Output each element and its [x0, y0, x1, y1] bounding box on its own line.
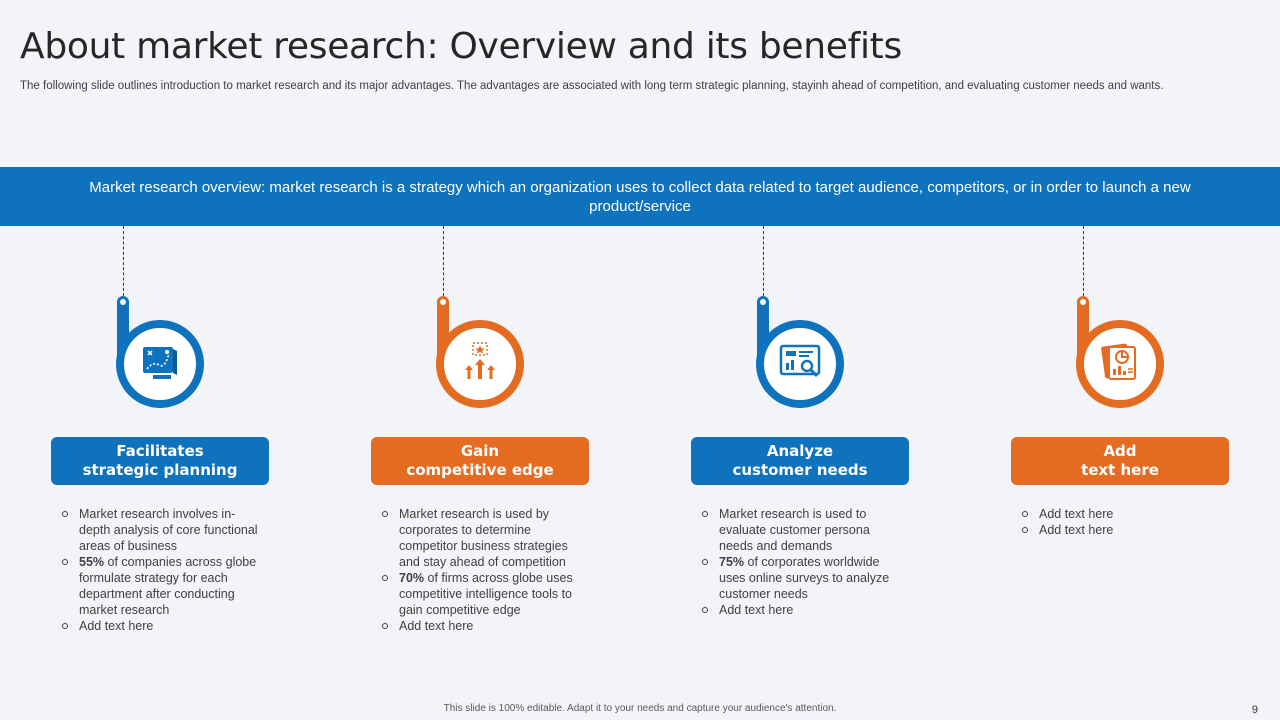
- slide-title: About market research: Overview and its …: [20, 26, 902, 67]
- dashed-connector: [763, 226, 764, 296]
- page-number: 9: [1251, 704, 1258, 716]
- list-item: Add text here: [61, 618, 261, 634]
- icon-ring: [756, 320, 844, 408]
- dashed-connector: [1083, 226, 1084, 296]
- bullet-text: Add text here: [399, 619, 474, 633]
- list-item: Add text here: [1021, 506, 1221, 522]
- bullet-list: Market research is used by corporates to…: [381, 506, 581, 634]
- overview-banner-text: Market research overview: market researc…: [89, 178, 1191, 215]
- dashed-connector: [443, 226, 444, 296]
- bullet-text: of companies across globe formulate stra…: [79, 555, 257, 617]
- dashed-connector: [123, 226, 124, 296]
- benefit-heading: Facilitates strategic planning: [51, 437, 269, 485]
- slide-subtitle: The following slide outlines introductio…: [20, 80, 1164, 92]
- bullet-list: Market research involves in-depth analys…: [61, 506, 261, 634]
- benefit-column-2: Gain competitive edge Market research is…: [371, 226, 591, 646]
- heading-line-2: strategic planning: [82, 461, 238, 479]
- heading-line-2: customer needs: [732, 461, 868, 479]
- bullet-list: Add text here Add text here: [1021, 506, 1221, 538]
- list-item: Market research involves in-depth analys…: [61, 506, 261, 554]
- heading-line-2: text here: [1081, 461, 1159, 479]
- strategy-map-icon: [137, 339, 183, 390]
- icon-ring: [436, 320, 524, 408]
- benefit-heading: Add text here: [1011, 437, 1229, 485]
- bullet-text: of corporates worldwide uses online surv…: [719, 555, 890, 601]
- list-item: Add text here: [1021, 522, 1221, 538]
- heading-line-2: competitive edge: [406, 461, 554, 479]
- list-item: 55% of companies across globe formulate …: [61, 554, 261, 618]
- bullet-list: Market research is used to evaluate cust…: [701, 506, 901, 618]
- bullet-stat: 55%: [79, 555, 105, 569]
- benefit-heading: Analyze customer needs: [691, 437, 909, 485]
- bullet-stat: 75%: [719, 555, 745, 569]
- bullet-text: Market research involves in-depth analys…: [79, 507, 258, 553]
- list-item: Market research is used by corporates to…: [381, 506, 581, 570]
- bullet-text: of firms across globe uses competitive i…: [399, 571, 573, 617]
- analytics-search-icon: [777, 339, 823, 390]
- bullet-stat: 70%: [399, 571, 425, 585]
- heading-line-1: Facilitates: [116, 442, 204, 460]
- report-chart-icon: [1097, 339, 1143, 390]
- bullet-text: Market research is used by corporates to…: [399, 507, 568, 569]
- heading-line-1: Add: [1103, 442, 1137, 460]
- list-item: Market research is used to evaluate cust…: [701, 506, 901, 554]
- list-item: 70% of firms across globe uses competiti…: [381, 570, 581, 618]
- benefit-heading: Gain competitive edge: [371, 437, 589, 485]
- icon-ring: [116, 320, 204, 408]
- heading-line-1: Analyze: [766, 442, 834, 460]
- bullet-text: Add text here: [79, 619, 154, 633]
- list-item: Add text here: [701, 602, 901, 618]
- list-item: 75% of corporates worldwide uses online …: [701, 554, 901, 602]
- growth-arrows-icon: [457, 339, 503, 390]
- heading-line-1: Gain: [460, 442, 500, 460]
- bullet-text: Add text here: [1039, 523, 1114, 537]
- footer-note: This slide is 100% editable. Adapt it to…: [443, 703, 837, 714]
- benefit-column-3: Analyze customer needs Market research i…: [691, 226, 911, 646]
- bullet-text: Add text here: [1039, 507, 1114, 521]
- benefit-column-4: Add text here Add text here Add text her…: [1011, 226, 1231, 646]
- overview-banner: Market research overview: market researc…: [0, 167, 1280, 226]
- bullet-text: Add text here: [719, 603, 794, 617]
- list-item: Add text here: [381, 618, 581, 634]
- icon-ring: [1076, 320, 1164, 408]
- benefit-column-1: Facilitates strategic planning Market re…: [51, 226, 271, 646]
- bullet-text: Market research is used to evaluate cust…: [719, 507, 870, 553]
